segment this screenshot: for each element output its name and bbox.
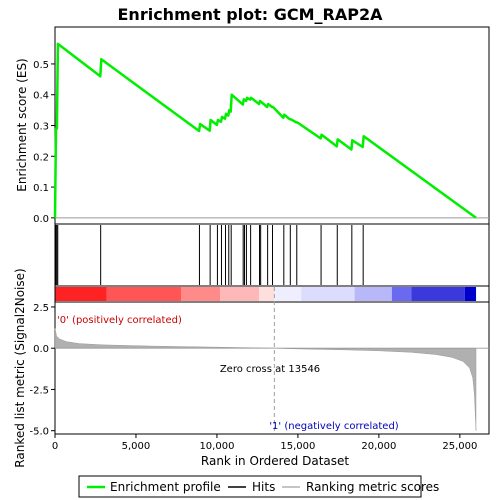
metric-panel: 2.5 0.0 -2.5 -5.0 0 5,000 10,000 15,000 20,000 2… xyxy=(13,268,490,468)
color-bar-segment xyxy=(220,287,260,301)
es-y-tick-label: 0.4 xyxy=(33,91,49,102)
color-bar-segment xyxy=(301,287,355,301)
x-tick-label: 10,000 xyxy=(199,441,234,452)
legend: Enrichment profile Hits Ranking metric s… xyxy=(78,475,439,498)
metric-y-ticks: 2.5 0.0 -2.5 -5.0 xyxy=(29,303,55,438)
es-panel: 0.0 0.1 0.2 0.3 0.4 0.5 Enrichment score (ES) xyxy=(15,26,490,225)
x-tick-label: 0 xyxy=(52,441,58,452)
metric-y-tick-label: -5.0 xyxy=(29,427,49,438)
rank-color-bar xyxy=(55,287,477,301)
hit-marks xyxy=(55,225,364,285)
es-panel-frame xyxy=(54,26,490,225)
enrichment-profile-line xyxy=(53,42,477,219)
positive-correlation-label: '0' (positively correlated) xyxy=(57,315,182,326)
color-bar-segment xyxy=(464,287,477,301)
metric-x-ticks: 0 5,000 10,000 15,000 20,000 25,000 xyxy=(52,434,477,452)
es-y-tick-label: 0.3 xyxy=(33,122,49,133)
color-bar-segment xyxy=(181,287,221,301)
color-bar-segment xyxy=(411,287,465,301)
negative-correlation-label: '1' (negatively correlated) xyxy=(269,421,398,432)
metric-y-axis-label: Ranked list metric (Signal2Noise) xyxy=(13,268,27,467)
color-bar-segment xyxy=(106,287,182,301)
es-y-tick-label: 0.1 xyxy=(33,183,49,194)
metric-panel-frame xyxy=(54,301,490,435)
metric-y-tick-label: 0.0 xyxy=(33,344,49,355)
chart-title: Enrichment plot: GCM_RAP2A xyxy=(118,5,384,24)
es-y-tick-label: 0.2 xyxy=(33,152,49,163)
hits-panel xyxy=(54,223,490,303)
color-bar-segment xyxy=(55,287,107,301)
ranking-metric-area xyxy=(54,328,477,431)
x-axis-label: Rank in Ordered Dataset xyxy=(201,454,349,468)
es-y-tick-label: 0.5 xyxy=(33,60,49,71)
legend-label-enrichment: Enrichment profile xyxy=(110,480,221,494)
color-bar-segment xyxy=(391,287,412,301)
color-bar-segment xyxy=(354,287,392,301)
color-bar-segment xyxy=(259,287,275,301)
zero-cross-label: Zero cross at 13546 xyxy=(220,364,320,375)
color-bar-segment xyxy=(274,287,302,301)
metric-y-tick-label: 2.5 xyxy=(33,303,49,314)
es-y-tick-label: 0.0 xyxy=(33,214,49,225)
legend-label-hits: Hits xyxy=(252,480,275,494)
x-tick-label: 20,000 xyxy=(361,441,396,452)
x-tick-label: 15,000 xyxy=(280,441,315,452)
x-tick-label: 25,000 xyxy=(442,441,477,452)
x-tick-label: 5,000 xyxy=(122,441,151,452)
legend-frame xyxy=(78,475,422,498)
es-y-axis-label: Enrichment score (ES) xyxy=(15,58,29,191)
legend-label-metric: Ranking metric scores xyxy=(306,480,439,494)
es-y-ticks: 0.0 0.1 0.2 0.3 0.4 0.5 xyxy=(33,60,55,225)
metric-y-tick-label: -2.5 xyxy=(29,385,49,396)
